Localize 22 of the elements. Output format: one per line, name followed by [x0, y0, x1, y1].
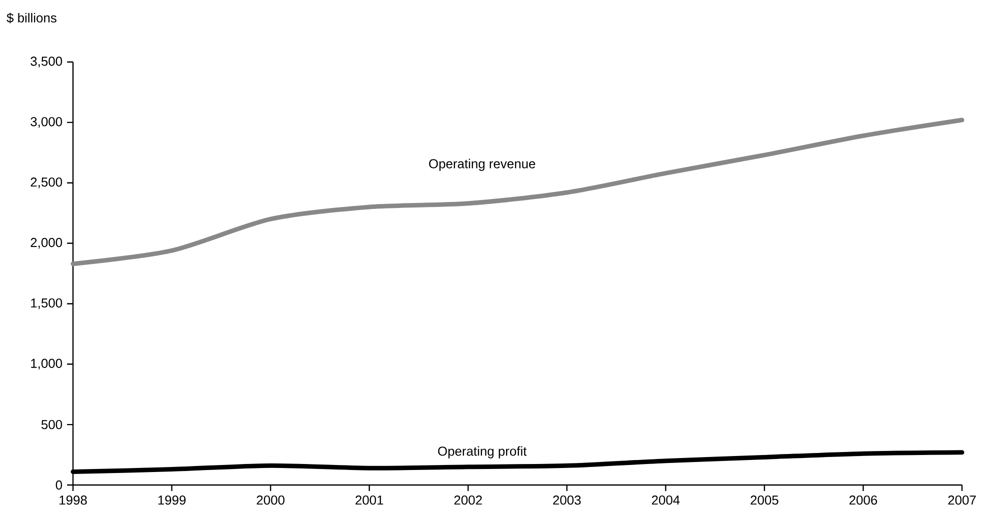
- series-label: Operating revenue: [429, 158, 536, 171]
- y-tick-label: 0: [56, 480, 62, 490]
- x-tick-label: 2005: [750, 496, 778, 505]
- y-tick-label: 2,500: [30, 178, 62, 188]
- y-axis-title: $ billions: [6, 12, 56, 24]
- y-tick-label: 2,000: [30, 238, 62, 249]
- y-tick-label: 3,000: [30, 117, 62, 128]
- x-tick-label: 2001: [356, 496, 384, 505]
- y-tick-label: 3,500: [30, 56, 62, 68]
- x-tick-label: 2006: [849, 496, 878, 505]
- line-series: [70, 118, 964, 266]
- x-tick-label: 2007: [948, 496, 976, 505]
- x-tick-label: 2003: [553, 496, 581, 505]
- x-tick-label: 1999: [158, 496, 186, 505]
- y-tick-label: 500: [41, 420, 62, 430]
- y-tick-label: 1,000: [31, 358, 62, 370]
- x-tick-label: 1998: [60, 496, 87, 505]
- y-tick-label: 1,500: [31, 298, 62, 310]
- x-tick-label: 2002: [454, 496, 482, 505]
- x-tick-label: 2004: [652, 496, 680, 505]
- series-label: Operating profit: [438, 446, 527, 458]
- x-tick-label: 2000: [256, 496, 284, 505]
